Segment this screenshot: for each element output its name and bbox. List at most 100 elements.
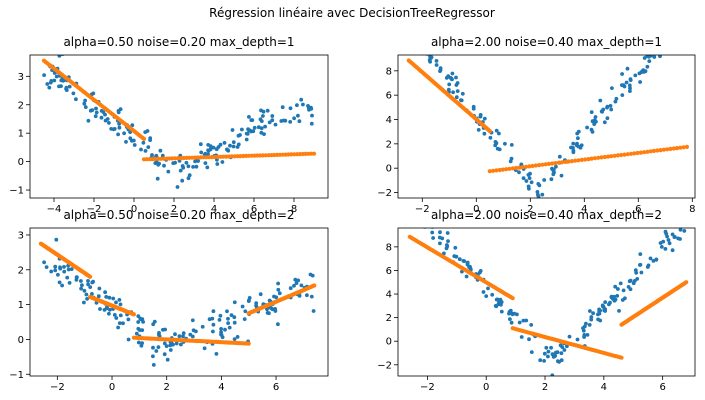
scatter-point bbox=[584, 321, 588, 326]
scatter-point bbox=[447, 82, 452, 87]
scatter-point bbox=[261, 109, 266, 114]
scatter-point bbox=[61, 78, 66, 83]
scatter-point bbox=[175, 185, 180, 189]
scatter-point bbox=[660, 30, 664, 34]
scatter-point bbox=[557, 360, 561, 364]
scatter-point bbox=[178, 168, 183, 173]
scatter-point bbox=[450, 71, 455, 76]
scatter-point bbox=[638, 80, 642, 84]
scatter-point bbox=[454, 83, 459, 87]
scatter-point bbox=[151, 363, 156, 367]
prediction-point bbox=[635, 150, 640, 156]
scatter-point bbox=[211, 309, 216, 314]
scatter-point bbox=[280, 105, 285, 110]
scatter-point bbox=[53, 264, 58, 269]
scatter-point bbox=[288, 120, 293, 124]
scatter-point bbox=[276, 322, 280, 327]
scatter-point bbox=[454, 75, 458, 80]
scatter-point bbox=[551, 172, 556, 177]
scatter-point bbox=[646, 263, 651, 268]
scatter-point bbox=[124, 140, 128, 144]
prediction-point bbox=[576, 158, 581, 163]
scatter-point bbox=[162, 163, 166, 168]
scatter-point bbox=[181, 165, 186, 170]
scatter-point bbox=[476, 127, 481, 132]
scatter-point bbox=[603, 300, 608, 304]
scatter-point bbox=[132, 143, 137, 147]
scatter-point bbox=[652, 55, 657, 59]
x-tick-label: 8 bbox=[291, 204, 297, 215]
scatter-point bbox=[589, 110, 594, 114]
scatter-point bbox=[585, 125, 589, 130]
prediction-point bbox=[671, 146, 676, 151]
subplot-title: alpha=0.50 noise=0.20 max_depth=1 bbox=[63, 35, 294, 49]
scatter-point bbox=[252, 125, 257, 130]
scatter-point bbox=[628, 86, 632, 91]
scatter-point bbox=[235, 145, 240, 149]
scatter-point bbox=[62, 265, 66, 269]
scatter-point bbox=[154, 349, 159, 353]
scatter-point bbox=[139, 343, 144, 348]
scatter-point bbox=[423, 44, 427, 48]
scatter-point bbox=[297, 119, 302, 124]
scatter-point bbox=[240, 127, 244, 132]
prediction-point bbox=[579, 157, 584, 162]
prediction-line bbox=[406, 58, 690, 174]
scatter-point bbox=[152, 319, 157, 324]
scatter-point bbox=[550, 373, 555, 376]
scatter-point bbox=[97, 286, 102, 291]
scatter-point bbox=[58, 266, 63, 271]
scatter-point bbox=[148, 138, 153, 143]
scatter-point bbox=[208, 147, 213, 152]
scatter-point bbox=[560, 345, 565, 349]
scatter-point bbox=[642, 56, 647, 60]
scatter-point bbox=[112, 313, 117, 317]
scatter-point bbox=[57, 55, 62, 58]
scatter-point bbox=[464, 274, 469, 279]
y-tick-label: 3 bbox=[18, 230, 24, 241]
scatter-point bbox=[669, 25, 673, 29]
prediction-point bbox=[615, 153, 621, 158]
x-tick-label: −2 bbox=[87, 204, 102, 215]
prediction-point bbox=[609, 154, 614, 159]
prediction-point bbox=[514, 165, 519, 171]
scatter-point bbox=[191, 165, 196, 169]
scatter-point bbox=[426, 216, 430, 220]
scatter-point bbox=[181, 334, 185, 339]
scatter-point bbox=[114, 316, 119, 320]
scatter-point bbox=[83, 105, 88, 109]
scatter-point bbox=[484, 294, 489, 298]
prediction-point bbox=[651, 148, 657, 153]
scatter-point bbox=[643, 69, 648, 74]
scatter-point bbox=[134, 331, 139, 336]
scatter-point bbox=[96, 294, 101, 299]
x-tick-label: 4 bbox=[581, 204, 587, 215]
x-tick-label: −2 bbox=[415, 204, 430, 215]
scatter-point bbox=[540, 192, 545, 197]
prediction-point bbox=[88, 274, 93, 279]
x-tick-label: 2 bbox=[164, 382, 170, 393]
scatter-point bbox=[94, 110, 99, 115]
scatter-point bbox=[136, 320, 141, 324]
scatter-point bbox=[299, 283, 304, 288]
y-tick-label: 8 bbox=[386, 66, 392, 77]
scatter-point bbox=[181, 331, 186, 335]
scatter-point bbox=[524, 318, 529, 323]
scatter-point bbox=[202, 346, 207, 351]
scatter-point bbox=[151, 345, 155, 350]
scatter-point bbox=[664, 38, 668, 42]
prediction-point bbox=[131, 312, 136, 317]
scatter-point bbox=[177, 334, 182, 339]
scatter-point bbox=[658, 51, 662, 55]
scatter-point bbox=[620, 93, 625, 97]
scatter-point bbox=[232, 300, 237, 305]
prediction-point bbox=[612, 153, 617, 158]
subplot-2: alpha=2.00 noise=0.40 max_depth=1 −2 0 2 4 6 8… bbox=[377, 25, 695, 215]
scatter-point bbox=[54, 237, 59, 242]
prediction-point bbox=[517, 165, 522, 170]
scatter-point bbox=[549, 345, 553, 350]
scatter-point bbox=[107, 121, 111, 125]
figure-title: Régression linéaire avec DecisionTreeReg… bbox=[209, 6, 495, 20]
scatter-point bbox=[590, 130, 595, 134]
